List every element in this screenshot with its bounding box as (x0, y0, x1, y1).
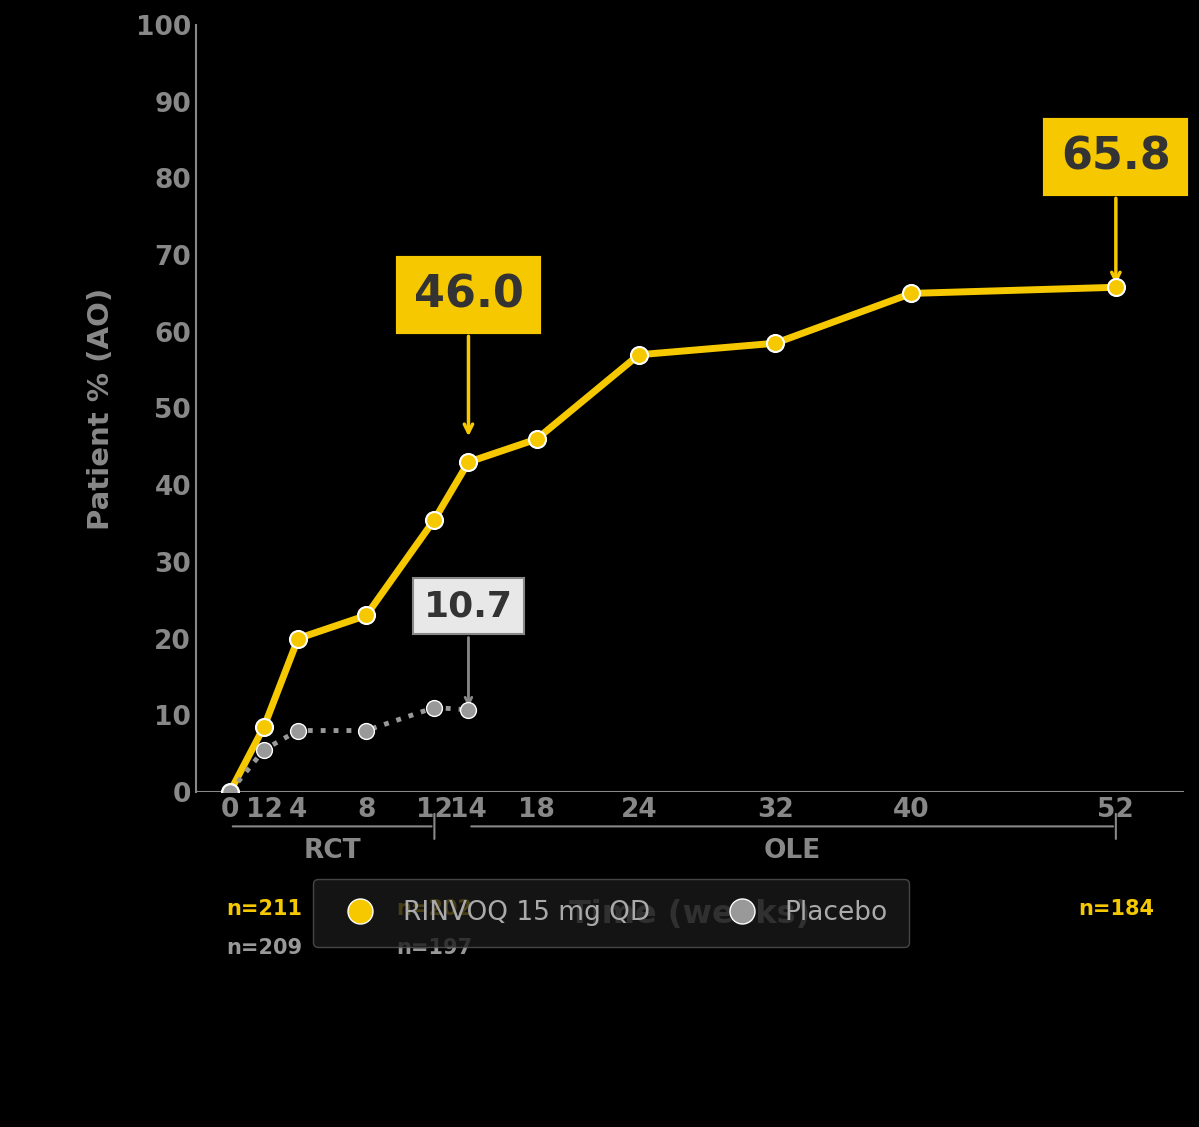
Text: n=184: n=184 (1078, 899, 1153, 920)
Y-axis label: Patient % (AO): Patient % (AO) (88, 287, 115, 530)
Point (254, 740, 273, 758)
Text: n=197: n=197 (397, 938, 472, 958)
Legend: RINVOQ 15 mg QD, Placebo: RINVOQ 15 mg QD, Placebo (313, 879, 909, 948)
Text: OLE: OLE (764, 837, 821, 864)
Text: 10.7: 10.7 (424, 589, 513, 704)
Point (629, 346, 649, 364)
Point (424, 511, 444, 529)
Point (424, 699, 444, 717)
Point (1107, 278, 1126, 296)
Text: RCT: RCT (303, 837, 361, 864)
Point (221, 783, 240, 801)
Text: n=209: n=209 (225, 938, 302, 958)
Point (528, 431, 547, 449)
X-axis label: Time (weeks): Time (weeks) (570, 899, 811, 930)
Point (459, 701, 478, 719)
Point (221, 783, 240, 801)
Point (459, 453, 478, 471)
Text: 65.8: 65.8 (1061, 135, 1170, 281)
Point (289, 721, 308, 739)
Point (356, 606, 375, 624)
Text: n=211: n=211 (227, 899, 302, 920)
Text: 46.0: 46.0 (414, 274, 524, 433)
Point (765, 335, 784, 353)
Point (902, 284, 921, 302)
Point (289, 630, 308, 648)
Point (254, 718, 273, 736)
Point (356, 721, 375, 739)
Text: n=202: n=202 (397, 899, 472, 920)
